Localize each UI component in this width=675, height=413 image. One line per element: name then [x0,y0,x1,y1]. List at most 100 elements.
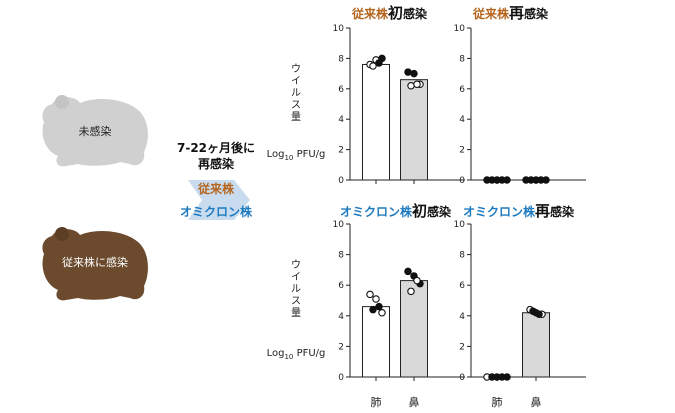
hamster-naive: 未感染 [42,95,148,167]
y-tick-label: 4 [459,312,465,322]
y-axis-unit-sub: 10 [284,154,293,162]
panel-title-tail: 感染 [524,6,549,21]
panel-title-strain: オミクロン株 [463,204,536,219]
y-axis-label-char: ウ [291,259,301,271]
y-tick-label: 6 [459,85,465,95]
y-tick-label: 0 [338,373,344,383]
panel-title-strong: 初 [388,4,403,22]
y-axis-label-char: ル [291,284,301,295]
reinfection-line2: 再感染 [198,156,235,171]
data-point [410,69,418,78]
panel-title-strain: 従来株 [472,6,510,21]
y-tick-label: 6 [338,85,344,95]
panel-title-tail: 感染 [403,6,428,21]
y-tick-label: 8 [459,251,465,261]
y-axis-unit: Log10 PFU/g [267,149,326,162]
y-axis-label-char: 量 [291,111,301,123]
y-tick-label: 0 [459,373,465,383]
hamster-infected-ear-icon [55,227,69,241]
hamster-infected-label: 従来株に感染 [62,255,128,269]
data-point [503,373,511,381]
data-point [542,176,550,184]
y-axis-label-char: イ [291,272,301,283]
panel-title-strain: オミクロン株 [340,204,413,219]
data-point [404,267,412,276]
x-axis-categories: 肺 鼻 肺 鼻 [371,395,542,409]
y-axis-label-char: ル [291,88,301,99]
y-tick-label: 2 [338,342,344,352]
panel-2: 従来株再感染 0 2 4 6 8 10 [454,4,586,186]
y-tick-label: 2 [459,146,465,156]
x-category-lung-left: 肺 [371,396,382,409]
y-axis-unit: Log10 PFU/g [267,348,326,361]
y-tick-label: 2 [338,146,344,156]
y-tick-label: 0 [459,176,465,186]
bar-肺 [362,306,390,378]
bar-鼻 [522,312,550,378]
bar-肺 [362,63,390,181]
reinfection-annotation: 7-22ヶ月後に 再感染 従来株 オミクロン株 [177,140,255,220]
data-point [404,68,412,76]
y-tick-label: 10 [454,24,466,34]
panel-title: オミクロン株初感染 [340,202,452,220]
data-point [369,305,377,314]
y-tick-label: 4 [338,115,344,125]
y-tick-label: 0 [338,176,344,186]
data-point [375,59,383,67]
y-tick-label: 8 [338,251,344,261]
y-tick-label: 10 [333,220,345,230]
panel-3: オミクロン株初感染 0 2 4 6 8 10 [333,202,465,383]
x-category-lung-right: 肺 [492,396,503,409]
y-tick-label: 10 [454,220,466,230]
panel-title-tail: 感染 [550,204,575,219]
strain-omicron-label: オミクロン株 [180,204,253,219]
data-point [366,290,374,299]
panel-title: 従来株再感染 [472,4,549,22]
panel-title-strong: 初 [412,202,427,220]
y-tick-label: 6 [459,281,465,291]
bar-鼻 [400,79,428,181]
x-category-nose-right: 鼻 [531,395,542,409]
x-category-nose-left: 鼻 [409,395,420,409]
data-point [369,62,377,70]
y-tick-label: 8 [338,54,344,64]
bar-鼻 [400,280,428,378]
panel-title: オミクロン株再感染 [463,202,575,220]
data-point [407,82,415,90]
panel-title-strain: 従来株 [351,6,389,21]
y-axis-unit-rest: PFU/g [293,348,325,359]
data-point [413,80,421,88]
y-axis-unit-sub: 10 [284,353,293,361]
hamster-naive-icon [42,97,148,167]
y-axis-unit-log: Log [267,348,285,359]
panel-title: 従来株初感染 [351,4,428,22]
data-point [529,307,537,315]
panel-1: 従来株初感染 0 2 4 6 8 10 [333,4,465,186]
y-axis-label-char: ス [291,100,301,111]
panel-4: オミクロン株再感染 0 2 4 6 8 10 [454,202,586,383]
data-point [503,176,511,184]
y-axis-label-char: ス [291,296,301,307]
hamster-infected: 従来株に感染 [42,227,148,301]
panel-title-strong: 再 [535,202,550,220]
y-axis-label-char: ウ [291,63,301,75]
y-axis-label-char: 量 [291,307,301,319]
y-tick-label: 10 [333,24,345,34]
panel-title-strong: 再 [509,4,524,22]
y-axis-unit-rest: PFU/g [293,149,325,160]
panel-title-tail: 感染 [427,204,452,219]
arrow-icon [188,180,250,220]
y-tick-label: 4 [459,115,465,125]
y-tick-label: 8 [459,54,465,64]
reinfection-line1: 7-22ヶ月後に [177,140,255,155]
y-tick-label: 4 [338,312,344,322]
strain-conventional-label: 従来株 [197,181,235,196]
y-axis-unit-log: Log [267,149,285,160]
data-point [378,308,386,317]
data-point [535,310,543,319]
data-point [375,302,383,311]
hamster-naive-ear-icon [55,95,69,109]
